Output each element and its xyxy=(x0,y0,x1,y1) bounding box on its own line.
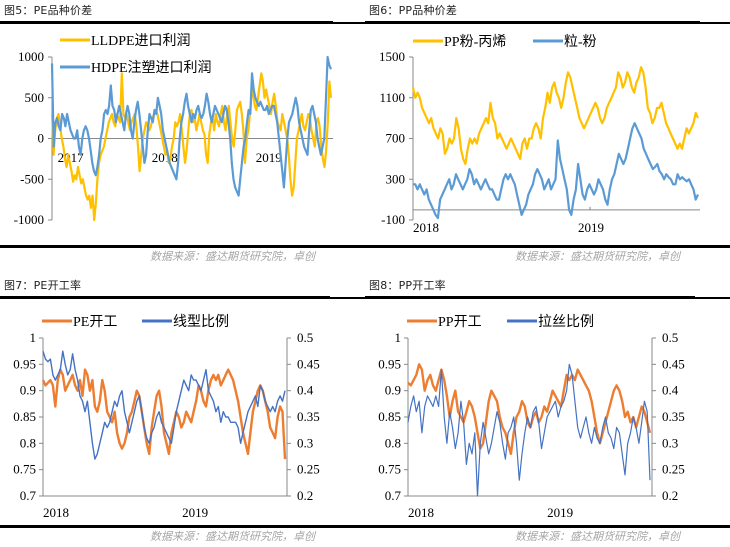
y-tick-label: 500 xyxy=(25,90,45,105)
series-line-0 xyxy=(50,72,333,222)
top-rule xyxy=(0,296,330,299)
y-tick-label-right: 0.25 xyxy=(297,462,320,477)
y-tick-label: 0.85 xyxy=(378,409,401,424)
y-tick-label-right: 0.45 xyxy=(297,356,320,371)
y-tick-label-right: 0.2 xyxy=(662,488,678,503)
y-tick-label: 0.75 xyxy=(378,462,401,477)
x-tick-label: 2019 xyxy=(578,220,604,235)
top-rule-end xyxy=(695,297,730,299)
y-tick-label: 1000 xyxy=(18,49,44,64)
y-tick-label-right: 0.35 xyxy=(297,409,320,424)
y-tick-label: -100 xyxy=(381,212,405,227)
panel-fig5: 图5：PE品种价差 1000 500 0 -500 -1000 2017 2018 2019 L… xyxy=(0,0,365,272)
y-tick-label-right: 0.4 xyxy=(297,383,314,398)
y-tick-label: 0.95 xyxy=(378,356,401,371)
y-tick-label: 0.8 xyxy=(385,435,401,450)
source-text: 数据来源：盛达期货研究院，卓创 xyxy=(150,250,315,263)
y-tick-label-right: 0.5 xyxy=(662,330,678,345)
legend-label: HDPE注塑进口利润 xyxy=(91,60,212,76)
legend-label: 线型比例 xyxy=(173,314,229,330)
y-tick-label: 0.85 xyxy=(13,409,36,424)
bottom-rule xyxy=(0,245,365,248)
series-line-1 xyxy=(50,55,333,197)
top-rule-end xyxy=(330,297,365,299)
series-line-0 xyxy=(407,363,652,456)
x-tick-label: 2018 xyxy=(413,220,439,235)
y-tick-label-right: 0.25 xyxy=(662,462,685,477)
bottom-rule xyxy=(365,525,730,528)
source-text: 数据来源：盛达期货研究院，卓创 xyxy=(515,250,680,263)
top-rule xyxy=(0,21,333,24)
y-tick-label: 0 xyxy=(38,131,45,146)
y-tick-label: 0.7 xyxy=(20,488,37,503)
y-tick-label: 0.9 xyxy=(385,383,401,398)
y-tick-label-right: 0.2 xyxy=(297,488,313,503)
y-tick-label-right: 0.3 xyxy=(662,435,678,450)
top-rule xyxy=(365,21,700,24)
y-tick-label: 1500 xyxy=(379,49,405,64)
y-tick-label: -1000 xyxy=(14,212,44,227)
chart-title: 图7：PE开工率 xyxy=(4,279,82,292)
legend-label: 拉丝比例 xyxy=(538,314,594,330)
y-tick-label: 0.75 xyxy=(13,462,36,477)
panel-fig6: 图6：PP品种价差 1500 1100 700 300 -100 2018 2019 PP粉-… xyxy=(365,0,730,272)
y-tick-label: 0.9 xyxy=(20,383,36,398)
y-tick-label: 0.8 xyxy=(20,435,36,450)
panel-fig7: 图7：PE开工率 1 0.95 0.9 0.85 0.8 0.75 0.7 0.5 0.45 0.… xyxy=(0,275,365,547)
y-tick-label: 0.7 xyxy=(385,488,402,503)
legend-label: PE开工 xyxy=(73,315,117,330)
y-tick-label-right: 0.4 xyxy=(662,383,679,398)
x-tick-label: 2018 xyxy=(408,505,434,520)
top-rule xyxy=(365,296,695,299)
chart-title: 图8：PP开工率 xyxy=(369,279,446,292)
series-line-1 xyxy=(407,363,651,497)
series-line-1 xyxy=(413,122,700,220)
source-text: 数据来源：盛达期货研究院，卓创 xyxy=(150,530,315,543)
series-line-0 xyxy=(41,368,287,460)
y-tick-label-right: 0.45 xyxy=(662,356,685,371)
y-tick-label: 700 xyxy=(386,131,406,146)
chart-title: 图5：PE品种价差 xyxy=(4,4,93,17)
y-tick-label-right: 0.35 xyxy=(662,409,685,424)
panel-fig8: 图8：PP开工率 1 0.95 0.9 0.85 0.8 0.75 0.7 0.5 0.45 0.… xyxy=(365,275,730,547)
y-tick-label: -500 xyxy=(20,171,44,186)
chart-title: 图6：PP品种价差 xyxy=(369,4,458,17)
x-tick-label: 2019 xyxy=(182,505,208,520)
top-rule-end xyxy=(333,22,365,24)
y-tick-label: 0.95 xyxy=(13,356,36,371)
x-tick-label: 2019 xyxy=(547,505,573,520)
chart-fig8: 1 0.95 0.9 0.85 0.8 0.75 0.7 0.5 0.45 0.4 0.35 0.3 0… xyxy=(378,314,685,520)
y-tick-label: 1100 xyxy=(379,90,405,105)
y-tick-label: 1 xyxy=(395,330,402,345)
y-tick-label: 300 xyxy=(386,171,406,186)
y-tick-label-right: 0.3 xyxy=(297,435,313,450)
top-rule-end xyxy=(700,22,730,24)
y-tick-label-right: 0.5 xyxy=(297,330,313,345)
source-text: 数据来源：盛达期货研究院，卓创 xyxy=(515,530,680,543)
series-line-0 xyxy=(411,66,700,166)
legend-label: PP粉-丙烯 xyxy=(444,34,506,50)
x-tick-label: 2018 xyxy=(43,505,69,520)
series-line-1 xyxy=(42,350,286,460)
x-tick-label: 2019 xyxy=(256,150,282,165)
bottom-rule xyxy=(0,525,365,528)
y-tick-label: 1 xyxy=(30,330,37,345)
legend-label: LLDPE进口利润 xyxy=(91,33,191,49)
legend-label: 粒-粉 xyxy=(564,34,597,50)
bottom-rule xyxy=(365,245,730,248)
chart-fig6: 1500 1100 700 300 -100 2018 2019 PP粉-丙烯 粒-粉 xyxy=(379,34,700,235)
legend-label: PP开工 xyxy=(438,315,482,330)
chart-fig7: 1 0.95 0.9 0.85 0.8 0.75 0.7 0.5 0.45 0.4 0.35 0.3 0… xyxy=(13,314,320,520)
